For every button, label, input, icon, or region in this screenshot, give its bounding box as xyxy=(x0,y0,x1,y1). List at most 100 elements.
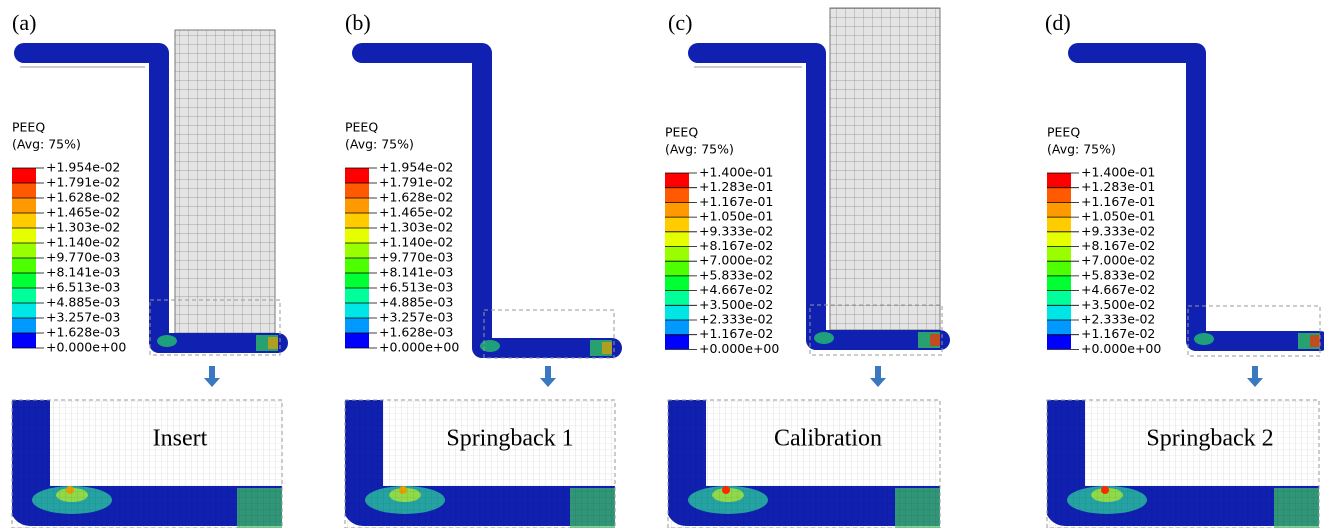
strain-end-hot xyxy=(930,334,940,346)
legend-value: +0.000e+00 xyxy=(46,340,126,355)
legend-swatch xyxy=(345,198,369,213)
legend-swatch xyxy=(665,261,689,276)
legend-value: +9.333e-02 xyxy=(699,223,773,238)
legend-value: +3.500e-02 xyxy=(699,297,773,312)
legend-swatch xyxy=(1047,305,1071,320)
zoom-view xyxy=(1047,400,1319,528)
legend-swatch xyxy=(345,303,369,318)
arrow xyxy=(540,366,556,387)
legend-value: +1.465e-02 xyxy=(46,205,120,220)
legend-value: +1.400e-01 xyxy=(699,165,773,180)
caption: Calibration xyxy=(774,426,882,452)
panel: (c) Calibration PEEQ (Avg: 75%) +1.400e-01 +1… xyxy=(665,7,950,528)
legend-value: +0.000e+00 xyxy=(379,340,459,355)
legend-swatch xyxy=(345,333,369,348)
legend-value: +1.791e-02 xyxy=(46,175,120,190)
zoom-view xyxy=(12,400,282,528)
legend-swatch xyxy=(1047,246,1071,262)
legend-swatch xyxy=(1047,290,1071,306)
legend-swatch xyxy=(345,288,369,303)
legend-swatch xyxy=(12,273,36,288)
legend-value: +1.954e-02 xyxy=(379,160,453,175)
legend-value: +1.050e-01 xyxy=(1081,209,1155,224)
legend-swatch xyxy=(665,187,689,203)
legend-swatch xyxy=(12,303,36,318)
legend-swatch xyxy=(665,173,689,188)
legend-value: +8.141e-03 xyxy=(379,265,453,280)
legend-swatch xyxy=(665,217,689,232)
legend-swatch xyxy=(665,231,689,247)
part-profile xyxy=(352,43,622,358)
legend-swatch xyxy=(665,320,689,335)
panel-label: (a) xyxy=(12,10,36,35)
arrow xyxy=(1247,366,1263,387)
zoom-mesh xyxy=(345,400,615,528)
legend-swatch xyxy=(1047,334,1071,350)
legend-value: +1.628e-02 xyxy=(379,190,453,205)
zoom-box xyxy=(344,399,616,528)
strain-end-hot xyxy=(268,337,278,349)
part-profile xyxy=(688,43,950,350)
legend-swatch xyxy=(1047,217,1071,232)
zoom-box xyxy=(11,399,283,528)
caption: Springback 2 xyxy=(1146,426,1273,452)
panel-label: (b) xyxy=(345,10,371,35)
legend-value: +3.500e-02 xyxy=(1081,297,1155,312)
part-profile xyxy=(1068,43,1324,351)
legend-value: +1.167e-02 xyxy=(1081,326,1155,341)
legend-swatch xyxy=(12,198,36,213)
legend-value: +8.141e-03 xyxy=(46,265,120,280)
legend-swatch xyxy=(1047,320,1071,335)
legend-value: +1.303e-02 xyxy=(379,220,453,235)
strain-spot xyxy=(480,340,500,352)
legend-value: +9.770e-03 xyxy=(379,250,453,265)
panel: (d) Springback 2 PEEQ (Avg: 75%) +1.400e-01 +… xyxy=(1045,10,1324,528)
legend-swatch xyxy=(1047,187,1071,203)
die-mesh xyxy=(174,29,276,341)
legend-value: +4.885e-03 xyxy=(379,295,453,310)
legend-swatch xyxy=(665,275,689,291)
detail-box xyxy=(1187,305,1321,357)
zoom-box xyxy=(667,399,941,528)
legend-value: +6.513e-03 xyxy=(379,280,453,295)
legend-value: +3.257e-03 xyxy=(46,310,120,325)
legend-value: +1.791e-02 xyxy=(379,175,453,190)
legend-title: PEEQ xyxy=(1047,125,1080,140)
legend-swatch xyxy=(665,305,689,320)
legend-value: +3.257e-03 xyxy=(379,310,453,325)
panel: (a) Insert PEEQ (Avg: 75%) +1.954e-02+1.791e… xyxy=(11,10,288,528)
legend-swatch xyxy=(665,246,689,262)
legend-swatch xyxy=(12,318,36,333)
legend-swatch xyxy=(12,168,36,183)
legend-value: +1.954e-02 xyxy=(46,160,120,175)
legend-value: +1.628e-03 xyxy=(46,325,120,340)
legend-title: PEEQ xyxy=(665,125,698,140)
strain-spot xyxy=(157,335,177,347)
detail-box xyxy=(809,304,943,356)
part-profile xyxy=(14,43,288,353)
legend-swatch xyxy=(12,288,36,303)
legend-value: +4.885e-03 xyxy=(46,295,120,310)
legend-swatch xyxy=(12,228,36,243)
panel-label: (c) xyxy=(668,10,692,35)
legend-swatch xyxy=(12,213,36,228)
caption: Insert xyxy=(153,426,208,452)
legend-swatch xyxy=(1047,261,1071,276)
legend-value: +4.667e-02 xyxy=(699,282,773,297)
legend-value: +7.000e-02 xyxy=(699,253,773,268)
legend-value: +1.167e-01 xyxy=(1081,194,1155,209)
detail-box xyxy=(149,299,281,356)
legend-value: +7.000e-02 xyxy=(1081,253,1155,268)
zoom-mesh xyxy=(1047,400,1319,528)
panel-label: (d) xyxy=(1045,10,1071,35)
legend-value: +1.400e-01 xyxy=(1081,165,1155,180)
arrow xyxy=(204,366,220,387)
legend-swatch xyxy=(345,273,369,288)
legend-subtitle: (Avg: 75%) xyxy=(1047,142,1116,157)
zoom-mesh xyxy=(12,400,282,528)
zoom-view xyxy=(345,400,615,528)
strain-spot xyxy=(1194,333,1214,345)
legend-swatch xyxy=(345,258,369,273)
legend-value: +1.167e-01 xyxy=(699,194,773,209)
legend-subtitle: (Avg: 75%) xyxy=(665,142,734,157)
